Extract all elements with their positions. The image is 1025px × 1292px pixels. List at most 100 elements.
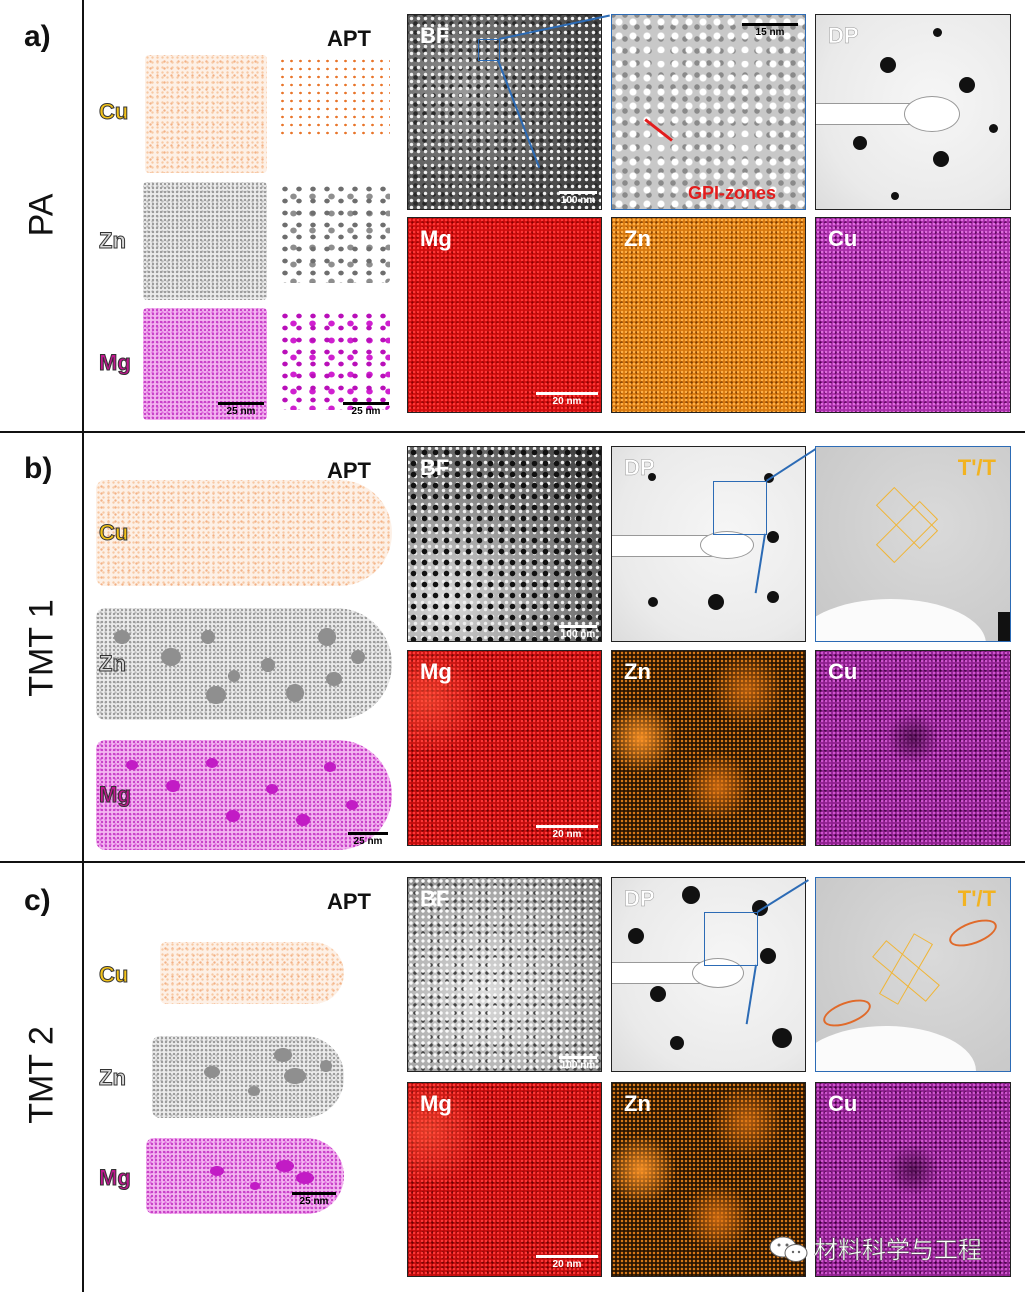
spot-edge [998,612,1010,641]
apt-zn-cloud [143,182,267,300]
diffraction-spot [670,1036,684,1050]
scale-bar: 25 nm [292,1192,336,1207]
scale-bar: 20 nm [536,1255,598,1270]
bf-image: BF 100 nm [407,446,602,642]
diffraction-spot [648,597,658,607]
panel-label: BF [420,886,450,911]
scale-bar: 25 nm [348,832,388,847]
scale-bar: 15 nm [742,23,798,38]
panel-label: T'/T [957,886,996,911]
row-divider-ab [0,431,1025,433]
row-name: TMT 2 [22,1026,61,1124]
zoom-region [478,39,500,61]
eds-map-zn: Zn [611,650,806,846]
beam-stop-edge [816,599,986,641]
row-divider-bc [0,861,1025,863]
apt-element-label: Mg [99,782,132,808]
beam-stop-tip [904,96,960,132]
eds-map-zn: Zn [611,217,806,413]
apt-cu-cloud [145,55,267,173]
eds-map-mg: Mg 20 nm [407,650,602,846]
row-name: PA [22,193,61,237]
panel-label: Zn [624,1091,651,1116]
panel-label: Zn [624,659,651,684]
beam-stop-edge [816,1026,976,1071]
panel-label: Mg [420,226,452,251]
scale-bar: 25 nm [218,402,264,417]
panel-label: BF [420,455,450,480]
diffraction-spot [891,192,899,200]
row-letter: b) [24,452,53,485]
vertical-divider [82,0,84,1292]
apt-cu-cloud [160,942,344,1004]
watermark-text: 材料科学与工程 [814,1236,983,1265]
panel-label: Cu [828,226,858,251]
gpi-label: GPI-zones [688,183,777,203]
wechat-icon [769,1236,808,1262]
scale-bar: 20 nm [536,825,598,840]
dp-image: DP [611,446,806,642]
apt-cu-clusters [278,57,390,137]
apt-mg-cloud [146,1138,344,1214]
diffraction-spot [648,473,656,481]
diffraction-spot [772,1028,792,1048]
dp-image: DP [815,14,1011,210]
bf-image: BF 100 nm [407,14,602,210]
panel-label: DP [624,886,655,912]
apt-element-label: Mg [99,350,132,376]
row-letter: a) [24,20,51,53]
diffraction-spot [959,77,975,93]
apt-element-label: Zn [99,651,127,677]
beam-stop-tip [692,958,744,988]
panel-label: DP [828,23,859,49]
eds-map-mg: Mg 20 nm [407,1082,602,1277]
apt-mg-cloud [143,308,267,420]
apt-element-label: Cu [98,520,129,546]
dp-zoom-image: T'/T [815,877,1011,1072]
scale-bar: 100 nm [559,1056,597,1071]
apt-mg-clusters [278,310,390,410]
scale-bar: 100 nm [559,191,597,206]
dp-image: DP [611,877,806,1072]
panel-label: Cu [828,659,858,684]
diffraction-spot [708,594,724,610]
beam-stop-tip [700,531,754,559]
zoom-region [704,912,758,966]
precipitate-circle [945,914,1001,952]
apt-cu-cloud [96,480,392,586]
apt-element-label: Zn [99,1065,127,1091]
panel-label: Zn [624,226,651,251]
panel-label: Cu [828,1091,858,1116]
diffraction-spot [933,151,949,167]
bf-image: BF 100 nm [407,877,602,1072]
apt-mg-cloud [96,740,392,850]
diffraction-spot [628,928,644,944]
zoom-region [713,481,767,535]
diffraction-spot [880,57,896,73]
diffraction-spot [989,124,998,133]
apt-label: APT [327,26,371,51]
scale-bar: 100 nm [559,625,597,640]
diffraction-spot [767,531,779,543]
apt-zn-clusters [278,183,390,283]
diffraction-spot [767,591,779,603]
diffraction-spot [853,136,867,150]
diffraction-spot [760,948,776,964]
apt-element-label: Mg [99,1165,132,1191]
eds-map-cu: Cu [815,1082,1011,1277]
apt-zn-cloud [96,608,392,720]
diffraction-spot [933,28,942,37]
apt-element-label: Cu [98,962,129,988]
apt-label: APT [327,889,371,914]
gpi-arrow [644,118,673,142]
diffraction-spot [682,886,700,904]
scale-bar: 20 nm [536,392,598,407]
eds-map-cu: Cu [815,217,1011,413]
apt-zn-cloud [152,1036,344,1118]
dp-zoom-image: T'/T [815,446,1011,642]
apt-element-label: Zn [99,228,127,254]
panel-label: Mg [420,1091,452,1116]
diffraction-spot [650,986,666,1002]
scale-bar: 25 nm [343,402,389,417]
panel-label: T'/T [957,455,996,480]
